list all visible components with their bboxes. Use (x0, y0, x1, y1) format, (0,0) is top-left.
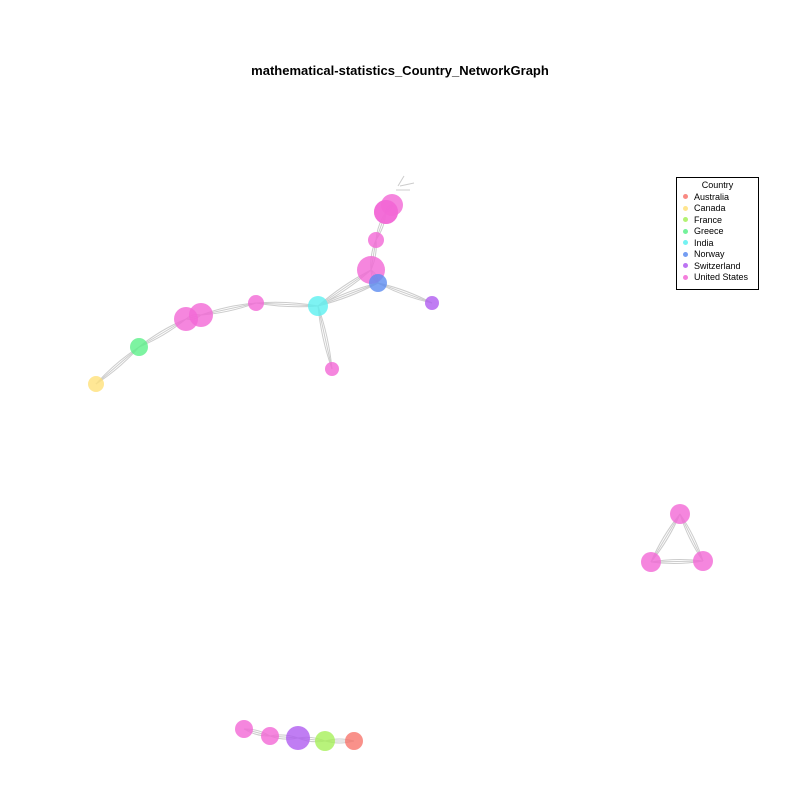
node-united-states (670, 504, 690, 524)
legend: Country Australia Canada France Greece India… (676, 177, 759, 290)
legend-item: Canada (677, 203, 758, 215)
legend-items: Australia Canada France Greece India Norway Sw… (677, 191, 758, 283)
node-united-states (248, 295, 264, 311)
node-united-states (693, 551, 713, 571)
legend-swatch (683, 194, 688, 200)
node-switzerland (425, 296, 439, 310)
legend-label: India (694, 237, 714, 248)
legend-item: Australia (677, 191, 758, 203)
edge (397, 175, 405, 187)
legend-label: Greece (694, 226, 724, 237)
legend-swatch (683, 228, 688, 234)
legend-title: Country (701, 180, 734, 190)
edges-layer (95, 175, 704, 744)
node-switzerland (286, 726, 310, 750)
node-canada (88, 376, 104, 392)
legend-item: Norway (677, 249, 758, 261)
legend-item: Switzerland (677, 260, 758, 272)
node-france (315, 731, 335, 751)
node-united-states (261, 727, 279, 745)
node-norway (369, 274, 387, 292)
node-united-states (235, 720, 253, 738)
chart-title: mathematical-statistics_Country_NetworkG… (251, 63, 549, 78)
node-united-states (374, 200, 398, 224)
node-india (308, 296, 328, 316)
legend-label: Norway (694, 249, 725, 260)
nodes-layer (88, 194, 713, 751)
legend-item: Greece (677, 226, 758, 238)
legend-label: Switzerland (694, 260, 741, 271)
legend-swatch (683, 240, 688, 246)
node-united-states (325, 362, 339, 376)
legend-swatch (683, 263, 688, 269)
node-united-states (641, 552, 661, 572)
legend-swatch (683, 205, 688, 211)
legend-label: United States (694, 272, 749, 283)
legend-label: France (694, 214, 723, 225)
legend-swatch (683, 217, 688, 223)
legend-label: Canada (694, 203, 726, 214)
legend-swatch (683, 274, 688, 280)
edge (399, 182, 415, 187)
node-united-states (368, 232, 384, 248)
node-australia (345, 732, 363, 750)
legend-swatch (683, 251, 688, 257)
node-united-states (174, 307, 198, 331)
legend-item: India (677, 237, 758, 249)
legend-label: Australia (694, 191, 730, 202)
legend-item: United States (677, 272, 758, 284)
legend-item: France (677, 214, 758, 226)
node-greece (130, 338, 148, 356)
